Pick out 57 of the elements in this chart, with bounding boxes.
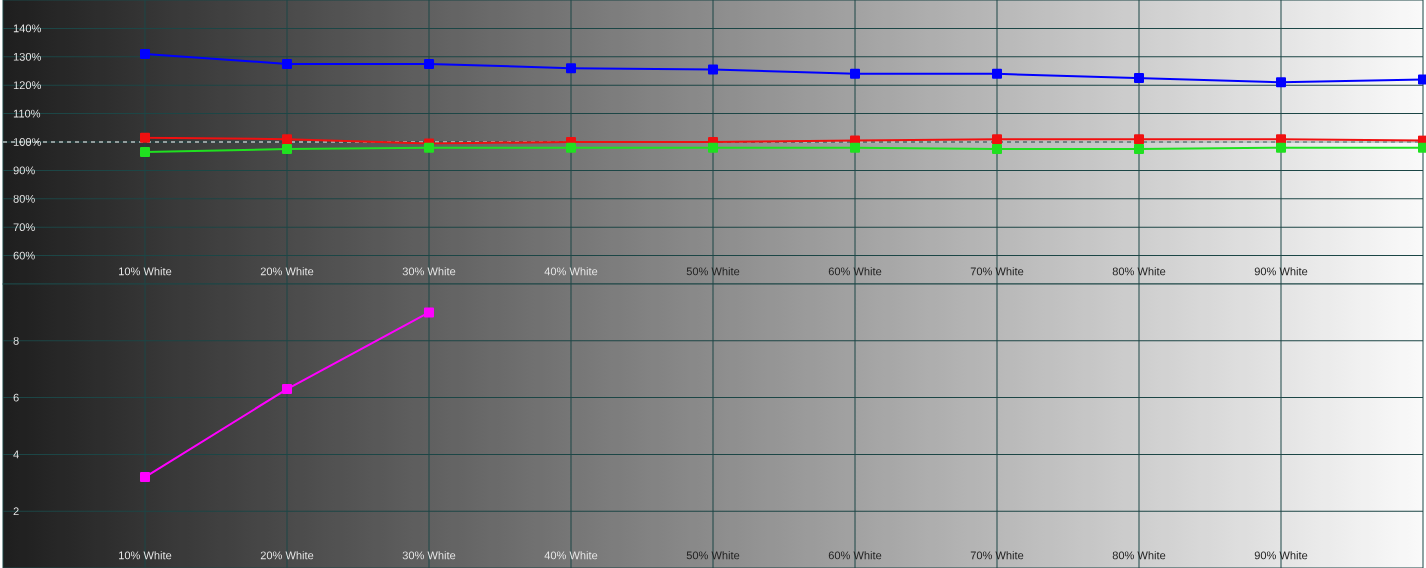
x-tick-label: 80% White bbox=[1112, 267, 1166, 276]
x-tick-label: 10% White bbox=[119, 551, 172, 560]
y-tick-label: 60% bbox=[13, 251, 35, 260]
point bbox=[424, 58, 435, 69]
y-tick-label: 6 bbox=[13, 393, 19, 402]
x-tick-label: 90% White bbox=[1254, 267, 1308, 276]
y-tick-label: 2 bbox=[13, 507, 19, 516]
y-tick-label: 8 bbox=[13, 336, 19, 345]
y-tick-label: 130% bbox=[13, 52, 41, 61]
y-tick-label: 140% bbox=[13, 24, 41, 33]
x-tick-label: 50% White bbox=[686, 267, 740, 276]
x-tick-label: 60% White bbox=[828, 267, 882, 276]
point bbox=[140, 472, 150, 483]
x-tick-label: 70% White bbox=[970, 267, 1024, 276]
point bbox=[992, 68, 1002, 79]
x-tick-label: 10% White bbox=[119, 267, 172, 276]
x-tick-label: 40% White bbox=[544, 551, 598, 560]
x-tick-label: 60% White bbox=[828, 551, 882, 560]
point bbox=[708, 64, 718, 75]
point bbox=[424, 307, 435, 318]
point bbox=[1134, 134, 1144, 145]
y-tick-label: 70% bbox=[13, 223, 35, 232]
x-tick-label: 20% White bbox=[260, 551, 314, 560]
point bbox=[1134, 73, 1144, 84]
y-tick-label: 100% bbox=[13, 138, 41, 146]
point bbox=[850, 142, 860, 153]
x-tick-label: 30% White bbox=[402, 551, 456, 560]
point bbox=[424, 142, 435, 153]
point bbox=[1134, 144, 1144, 155]
point bbox=[850, 68, 860, 79]
x-tick-label: 80% White bbox=[1112, 551, 1166, 560]
point bbox=[282, 58, 292, 69]
y-tick-label: 4 bbox=[13, 450, 19, 459]
point bbox=[140, 132, 150, 143]
y-tick-label: 90% bbox=[13, 166, 35, 175]
y-tick-label: 80% bbox=[13, 194, 35, 203]
point bbox=[992, 144, 1002, 155]
point bbox=[282, 134, 292, 145]
point bbox=[566, 63, 577, 74]
point bbox=[140, 146, 150, 157]
point bbox=[1276, 77, 1286, 88]
x-tick-label: 20% White bbox=[260, 267, 314, 276]
point bbox=[708, 142, 718, 153]
point bbox=[140, 48, 150, 59]
x-tick-label: 40% White bbox=[544, 267, 598, 276]
y-tick-label: 110% bbox=[13, 109, 41, 118]
x-tick-label: 30% White bbox=[402, 267, 456, 276]
x-tick-label: 70% White bbox=[970, 551, 1024, 560]
x-tick-label: 90% White bbox=[1254, 551, 1308, 560]
x-tick-label: 50% White bbox=[686, 551, 740, 560]
point bbox=[282, 384, 292, 395]
point bbox=[1276, 142, 1286, 153]
point bbox=[992, 134, 1002, 145]
point bbox=[566, 142, 577, 153]
y-tick-label: 120% bbox=[13, 81, 41, 90]
point bbox=[282, 144, 292, 155]
point bbox=[1276, 134, 1286, 145]
